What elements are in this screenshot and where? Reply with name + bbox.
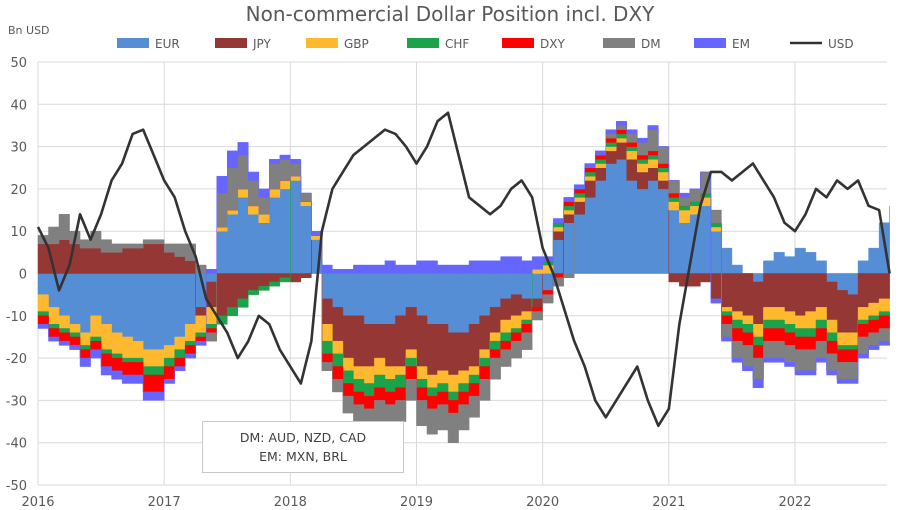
legend-label-usd: USD [828,37,854,51]
y-tick-label: 30 [10,141,27,156]
legend-label-dxy: DXY [540,37,565,51]
line-usd [36,111,891,428]
chart-title: Non-commercial Dollar Position incl. DXY [245,2,655,26]
legend-swatch-em [694,38,726,48]
x-tick-label: 2021 [652,495,685,510]
legend-swatch-dm [603,38,635,48]
y-tick-label: 20 [10,183,27,198]
y-tick-label: 40 [10,98,27,113]
y-tick-label: -20 [6,352,27,367]
annotation-dm: DM: AUD, NZD, CAD [239,430,367,445]
x-tick-label: 2016 [21,495,54,510]
legend-swatch-chf [407,38,439,48]
stacked-areas [37,120,890,443]
area-dm [37,125,890,443]
y-tick-label: -30 [6,394,27,409]
x-tick-label: 2020 [526,495,559,510]
x-tick-label: 2017 [148,495,181,510]
usd-line-layer [36,111,891,428]
y-tick-label: 10 [10,225,27,240]
y-tick-label: 50 [10,56,27,71]
legend-swatch-dxy [502,38,534,48]
legend-swatch-jpy [215,38,247,48]
area-em [37,120,890,401]
y-tick-label: -10 [6,310,27,325]
legend-label-chf: CHF [445,37,469,51]
legend: EUR JPY GBP CHF DXY DM EM USD [117,37,854,51]
x-tick-label: 2018 [274,495,307,510]
y-tick-label: -50 [6,479,27,494]
annotation-box: DM: AUD, NZD, CAD EM: MXN, BRL [202,421,404,473]
legend-label-em: EM [732,37,750,51]
legend-label-dm: DM [641,37,661,51]
legend-label-gbp: GBP [344,37,369,51]
x-axis-ticks: 2016 2017 2018 2019 2020 2021 2022 [21,495,811,510]
legend-label-jpy: JPY [252,37,272,51]
y-axis-ticks: 50 40 30 20 10 0 -10 -20 -30 -40 -50 [6,56,27,494]
legend-swatch-eur [117,38,149,48]
x-tick-label: 2019 [400,495,433,510]
y-axis-unit-label: Bn USD [8,24,50,37]
legend-label-eur: EUR [155,37,180,51]
x-tick-label: 2022 [778,495,811,510]
y-tick-label: -40 [6,437,27,452]
legend-swatch-gbp [306,38,338,48]
y-tick-label: 0 [19,268,27,283]
annotation-em: EM: MXN, BRL [259,449,347,464]
